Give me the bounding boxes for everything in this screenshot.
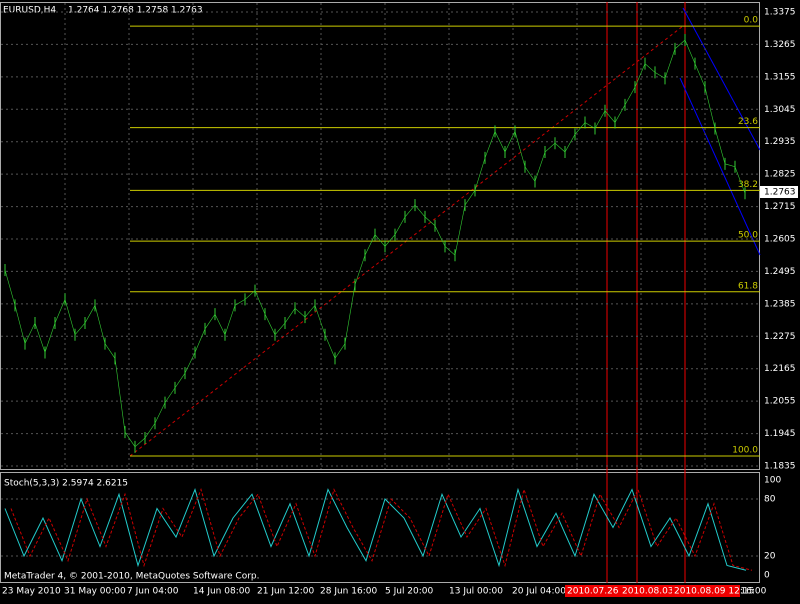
time-label: 5 Jul 20:00	[385, 587, 434, 597]
fib-label: 23.6	[738, 117, 758, 127]
stoch-title: Stoch(5,3,3) 2.5974 2.6215	[4, 479, 128, 489]
price-tick: 1.2275	[764, 332, 796, 342]
price-tick: 1.2165	[764, 364, 796, 374]
price-line	[4, 39, 746, 448]
stoch-tick: 80	[764, 495, 776, 505]
stoch-tick: 100	[764, 476, 781, 486]
time-label: 23 May 2010	[2, 587, 61, 597]
header-quote: 1.2764 1.2768 1.2758 1.2763	[68, 6, 203, 16]
marker-label: 2010.08.09 12:15	[674, 587, 754, 597]
fib-label: 38.2	[738, 180, 758, 190]
price-tick: 1.3155	[764, 72, 796, 82]
main-frame	[0, 2, 760, 470]
time-label: 28 Jun 16:00	[320, 587, 377, 597]
price-tick: 1.2605	[764, 235, 796, 245]
price-tick: 1.1945	[764, 429, 796, 439]
time-label: Aug 16:00	[720, 587, 767, 597]
price-tick: 1.2825	[764, 170, 796, 180]
time-label: 13 Jul 00:00	[449, 587, 503, 597]
marker-box	[620, 585, 688, 597]
channel	[682, 7, 761, 151]
price-tick: 1.2495	[764, 267, 796, 277]
fib-label: 50.0	[738, 231, 758, 241]
stoch-main	[4, 487, 747, 571]
price-tick: 1.2385	[764, 299, 796, 309]
current-box	[760, 186, 798, 198]
time-label: 31 May 00:00	[64, 587, 126, 597]
time-label: 21 Jun 12:00	[257, 587, 314, 597]
time-label: 7 Jun 04:00	[127, 587, 179, 597]
stoch-tick: 20	[764, 552, 776, 562]
marker-box	[565, 585, 633, 597]
fib-label: 100.0	[732, 445, 758, 455]
marker-label: 2010.07.26 12:00	[567, 587, 648, 597]
fib-label: 61.8	[738, 281, 758, 291]
header-symbol: EURUSD,H4	[3, 6, 56, 16]
price-tick: 1.1835	[764, 462, 796, 472]
price-tick: 1.3265	[764, 40, 796, 50]
footer: MetaTrader 4, © 2001-2010, MetaQuotes So…	[4, 572, 260, 582]
price-tick: 1.2055	[764, 397, 796, 407]
stoch-tick: 0	[764, 571, 770, 581]
time-label: 20 Jul 04:00	[512, 587, 566, 597]
price-tick: 1.3045	[764, 105, 796, 115]
time-label: 14 Jun 08:00	[193, 587, 250, 597]
current-price: 1.2763	[764, 188, 796, 198]
marker-label: 2010.08.03 08:00	[622, 587, 703, 597]
price-tick: 1.2715	[764, 202, 796, 212]
fib-label: 0.0	[744, 16, 759, 26]
price-tick: 1.3375	[764, 8, 796, 18]
price-tick: 1.2935	[764, 137, 796, 147]
channel	[679, 77, 761, 256]
sub-frame	[0, 472, 760, 583]
marker-box	[672, 585, 740, 597]
